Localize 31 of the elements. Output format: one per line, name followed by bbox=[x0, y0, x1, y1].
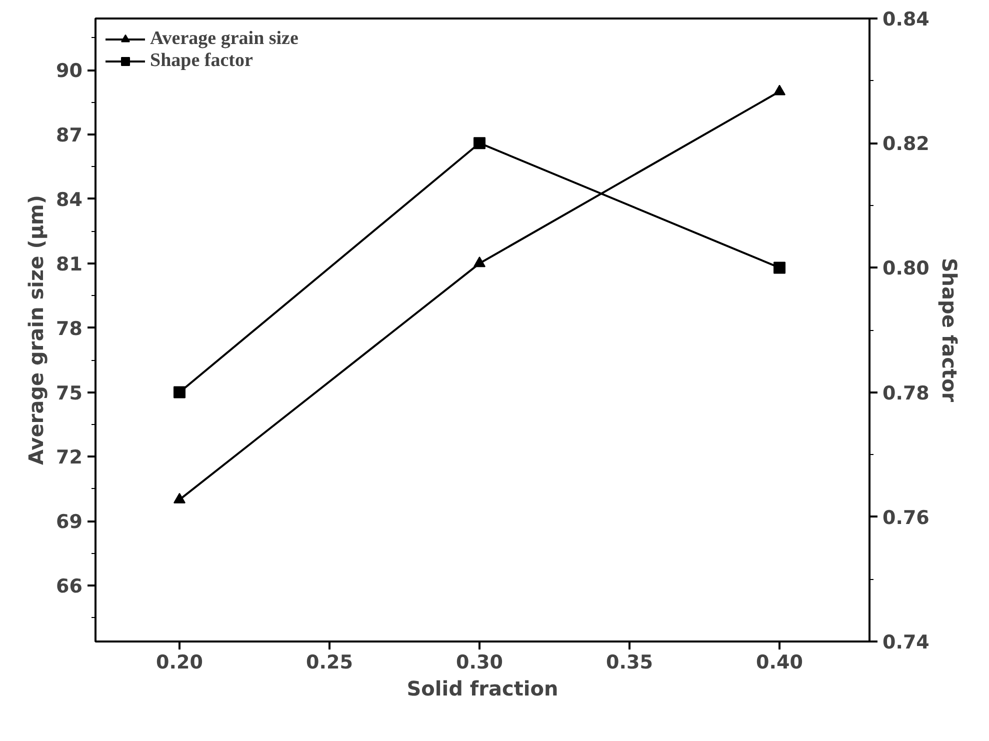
y-tick-label: 72 bbox=[56, 446, 83, 469]
y2-tick-label: 0.78 bbox=[882, 382, 930, 404]
y-tick-label: 75 bbox=[56, 382, 83, 404]
y-tick-label: 78 bbox=[56, 318, 83, 340]
point bbox=[474, 137, 486, 150]
x-tick-label: 0.40 bbox=[756, 652, 803, 674]
point bbox=[174, 386, 186, 398]
y2-tick-label: 0.74 bbox=[882, 632, 930, 654]
point bbox=[174, 492, 186, 504]
y2-tick-label: 0.84 bbox=[882, 8, 930, 30]
y-tick-label: 90 bbox=[56, 60, 83, 82]
x-tick-label: 0.20 bbox=[156, 652, 203, 674]
point bbox=[774, 84, 786, 96]
y-tick-label: 81 bbox=[56, 253, 83, 276]
y2-tick-label: 0.80 bbox=[882, 258, 930, 280]
y-tick-label: 66 bbox=[56, 576, 83, 598]
y-axis-title: Average grain size (μm) bbox=[24, 194, 48, 466]
y-tick-label: 69 bbox=[56, 511, 83, 534]
legend-label: Shape factor bbox=[150, 50, 253, 72]
y2-axis-title: Shape factor bbox=[937, 258, 962, 402]
x-tick-label: 0.25 bbox=[306, 652, 353, 674]
y2-tick-label: 0.82 bbox=[882, 133, 930, 156]
x-tick-label: 0.35 bbox=[606, 652, 653, 674]
point bbox=[774, 262, 786, 274]
y2-tick-label: 0.76 bbox=[882, 506, 930, 529]
x-tick-label: 0.30 bbox=[456, 652, 503, 674]
legend-label: Average grain size bbox=[150, 28, 298, 50]
x-axis-title: Solid fraction bbox=[406, 676, 558, 700]
y-tick-label: 84 bbox=[56, 188, 83, 211]
y-tick-label: 87 bbox=[56, 124, 83, 147]
point bbox=[474, 256, 486, 268]
